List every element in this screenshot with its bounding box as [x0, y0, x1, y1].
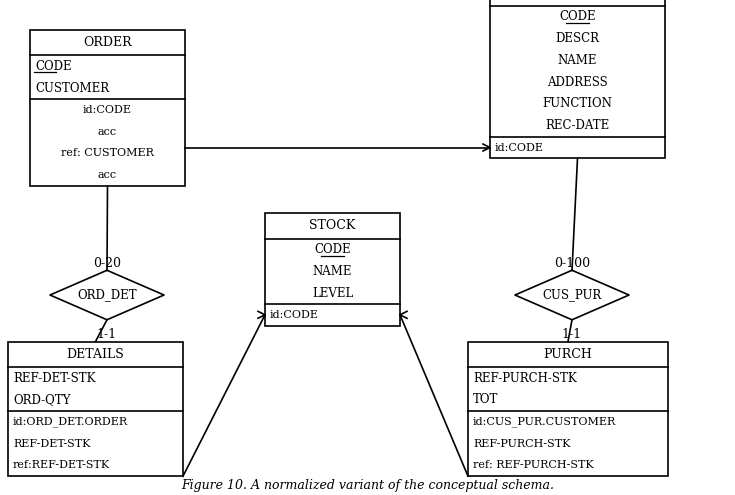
Text: DESCR: DESCR [556, 32, 600, 45]
Text: REF-DET-STK: REF-DET-STK [13, 439, 90, 448]
Text: 1-1: 1-1 [562, 328, 582, 341]
Text: REC-DATE: REC-DATE [545, 119, 609, 132]
Text: 1-1: 1-1 [97, 328, 117, 341]
Text: FUNCTION: FUNCTION [542, 98, 612, 110]
Text: CUSTOMER: CUSTOMER [35, 82, 109, 95]
Bar [490, 0, 665, 158]
Text: acc: acc [98, 127, 117, 137]
Bar [8, 342, 183, 476]
Text: ref: CUSTOMER: ref: CUSTOMER [61, 148, 154, 158]
Text: 0-100: 0-100 [554, 257, 590, 270]
Bar [30, 30, 185, 186]
Text: ORD_DET: ORD_DET [77, 289, 137, 301]
Text: id:CUS_PUR.CUSTOMER: id:CUS_PUR.CUSTOMER [473, 416, 616, 427]
Text: REF-PURCH-STK: REF-PURCH-STK [473, 439, 570, 448]
Text: id:CODE: id:CODE [83, 105, 132, 115]
Text: Figure 10. A normalized variant of the conceptual schema.: Figure 10. A normalized variant of the c… [181, 479, 554, 492]
Text: ref:REF-DET-STK: ref:REF-DET-STK [13, 460, 110, 470]
Text: NAME: NAME [558, 54, 598, 67]
Bar [265, 213, 400, 326]
Text: LEVEL: LEVEL [312, 287, 353, 299]
Polygon shape [515, 270, 629, 320]
Text: 0-20: 0-20 [93, 257, 121, 270]
Text: REF-PURCH-STK: REF-PURCH-STK [473, 372, 577, 385]
Text: CODE: CODE [35, 60, 71, 73]
Text: CUS_PUR: CUS_PUR [542, 289, 602, 301]
Text: acc: acc [98, 170, 117, 180]
Text: ADDRESS: ADDRESS [547, 76, 608, 89]
Text: ref: REF-PURCH-STK: ref: REF-PURCH-STK [473, 460, 594, 470]
Text: REF-DET-STK: REF-DET-STK [13, 372, 96, 385]
Text: TOT: TOT [473, 394, 498, 406]
Text: id:CODE: id:CODE [495, 143, 544, 152]
Text: ORD-QTY: ORD-QTY [13, 394, 71, 406]
Text: CODE: CODE [314, 243, 351, 256]
Text: PURCH: PURCH [544, 348, 592, 361]
Text: DETAILS: DETAILS [67, 348, 124, 361]
Bar [468, 342, 668, 476]
Text: NAME: NAME [313, 265, 352, 278]
Text: STOCK: STOCK [309, 219, 356, 232]
Text: id:ORD_DET.ORDER: id:ORD_DET.ORDER [13, 416, 128, 427]
Text: CODE: CODE [559, 10, 596, 23]
Text: ORDER: ORDER [83, 36, 132, 49]
Text: id:CODE: id:CODE [270, 310, 319, 320]
Polygon shape [50, 270, 164, 320]
